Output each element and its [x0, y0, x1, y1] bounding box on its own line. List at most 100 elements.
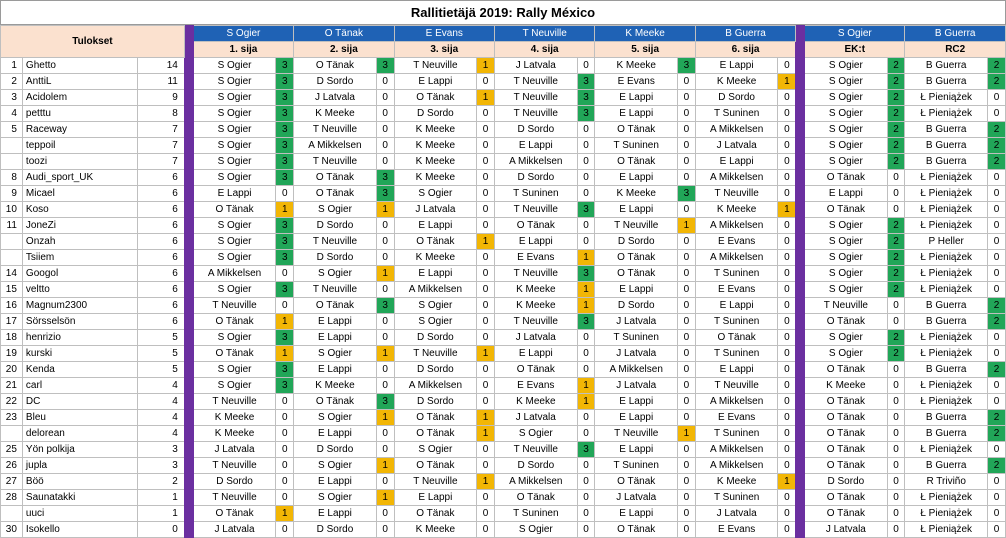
row-player-name: Böö: [21, 473, 139, 490]
row-rank: 19: [0, 345, 23, 362]
row-pick-driver: B Guerra: [904, 121, 988, 138]
row-pick-score: 0: [576, 473, 596, 490]
row-pick-driver: O Tänak: [293, 393, 377, 410]
row-pick-driver: B Guerra: [904, 409, 988, 426]
row-pick-score: 0: [886, 169, 906, 186]
row-pick-score: 0: [677, 457, 696, 474]
row-pick-score: 0: [677, 89, 696, 106]
row-pick-score: 3: [576, 313, 596, 330]
row-total-points: 7: [137, 121, 185, 138]
table-row: 18 henrizio 5 S Ogier 3 E Lappi 0 D Sordo 0 J Lat…: [0, 329, 1006, 346]
table-row: 5 Raceway 7 S Ogier 3 T Neuville 0 K Meeke 0 D So…: [0, 121, 1006, 138]
row-pick-driver: B Guerra: [904, 137, 988, 154]
row-pick-score: 0: [677, 521, 696, 538]
row-pick-score: 1: [275, 201, 295, 218]
row-pick-score: 0: [777, 441, 797, 458]
row-pick-driver: K Meeke: [393, 169, 478, 186]
row-pick-score: 0: [677, 137, 696, 154]
row-total-points: 2: [137, 473, 185, 490]
row-total-points: 5: [137, 329, 185, 346]
row-pick-driver: D Sordo: [494, 121, 578, 138]
row-pick-driver: O Tänak: [393, 409, 478, 426]
table-row: 15 veltto 6 S Ogier 3 T Neuville 0 A Mikkelsen 0…: [0, 281, 1006, 298]
row-pick-driver: K Meeke: [694, 73, 779, 90]
row-pick-driver: S Ogier: [804, 233, 888, 250]
row-pick-driver: Ł Pieniążek: [904, 345, 988, 362]
row-pick-score: 0: [476, 393, 495, 410]
row-pick-driver: E Lappi: [594, 505, 679, 522]
row-pick-driver: S Ogier: [804, 265, 888, 282]
row-total-points: 7: [137, 137, 185, 154]
row-pick-driver: K Meeke: [393, 153, 478, 170]
row-pick-driver: T Suninen: [694, 265, 779, 282]
row-pick-driver: T Neuville: [494, 265, 578, 282]
row-pick-score: 0: [476, 121, 495, 138]
row-pick-score: 2: [986, 297, 1006, 314]
row-pick-driver: S Ogier: [192, 217, 277, 234]
row-pick-driver: O Tänak: [594, 265, 679, 282]
row-pick-driver: T Neuville: [494, 73, 578, 90]
row-pick-driver: S Ogier: [393, 313, 478, 330]
row-pick-score: 0: [777, 105, 797, 122]
row-pick-score: 0: [986, 473, 1006, 490]
row-pick-driver: B Guerra: [904, 73, 988, 90]
row-pick-driver: B Guerra: [904, 57, 988, 74]
row-player-name: petttu: [21, 105, 139, 122]
row-pick-driver: B Guerra: [904, 457, 988, 474]
row-rank: 1: [0, 57, 23, 74]
row-pick-driver: O Tänak: [804, 393, 888, 410]
row-pick-driver: J Latvala: [393, 201, 478, 218]
row-rank: 28: [0, 489, 23, 506]
row-pick-driver: O Tänak: [594, 121, 679, 138]
row-pick-score: 1: [576, 377, 596, 394]
row-total-points: 5: [137, 345, 185, 362]
row-pick-driver: A Mikkelsen: [494, 153, 578, 170]
row-pick-driver: S Ogier: [192, 249, 277, 266]
row-pick-score: 3: [576, 89, 596, 106]
row-pick-score: 0: [777, 409, 797, 426]
row-pick-score: 0: [677, 201, 696, 218]
row-pick-driver: E Lappi: [594, 441, 679, 458]
row-pick-driver: B Guerra: [904, 361, 988, 378]
row-pick-driver: D Sordo: [804, 473, 888, 490]
row-pick-score: 2: [886, 281, 906, 298]
row-pick-score: 0: [677, 441, 696, 458]
row-pick-driver: S Ogier: [192, 169, 277, 186]
row-rank: [0, 249, 23, 266]
table-row: 28 Saunatakki 1 T Neuville 0 S Ogier 1 E Lappi 0…: [0, 489, 1006, 506]
row-pick-driver: T Suninen: [694, 313, 779, 330]
row-pick-driver: S Ogier: [293, 489, 377, 506]
row-pick-driver: J Latvala: [494, 329, 578, 346]
row-pick-score: 0: [677, 249, 696, 266]
row-total-points: 3: [137, 457, 185, 474]
row-pick-driver: A Mikkelsen: [393, 377, 478, 394]
row-pick-driver: S Ogier: [192, 329, 277, 346]
column-separator: [183, 25, 194, 538]
row-pick-score: 0: [677, 473, 696, 490]
row-pick-score: 1: [576, 249, 596, 266]
row-player-name: Acidolem: [21, 89, 139, 106]
row-pick-score: 3: [576, 441, 596, 458]
row-pick-score: 0: [886, 361, 906, 378]
row-pick-score: 0: [375, 249, 395, 266]
row-pick-driver: E Lappi: [494, 233, 578, 250]
row-pick-driver: T Neuville: [694, 377, 779, 394]
row-player-name: Raceway: [21, 121, 139, 138]
row-pick-score: 0: [576, 217, 596, 234]
row-total-points: 7: [137, 153, 185, 170]
row-pick-score: 0: [777, 345, 797, 362]
row-pick-driver: K Meeke: [293, 105, 377, 122]
row-pick-score: 1: [275, 505, 295, 522]
row-pick-score: 0: [476, 201, 495, 218]
row-pick-score: 2: [886, 233, 906, 250]
row-pick-driver: T Suninen: [494, 505, 578, 522]
row-pick-driver: O Tänak: [804, 425, 888, 442]
row-pick-driver: D Sordo: [393, 361, 478, 378]
row-pick-score: 0: [886, 521, 906, 538]
row-player-name: Isokello: [21, 521, 139, 538]
row-rank: 25: [0, 441, 23, 458]
row-pick-score: 0: [777, 137, 797, 154]
row-pick-score: 0: [375, 281, 395, 298]
row-pick-driver: O Tänak: [293, 185, 377, 202]
table-row: 4 petttu 8 S Ogier 3 K Meeke 0 D Sordo 0 T Neuvil…: [0, 105, 1006, 122]
